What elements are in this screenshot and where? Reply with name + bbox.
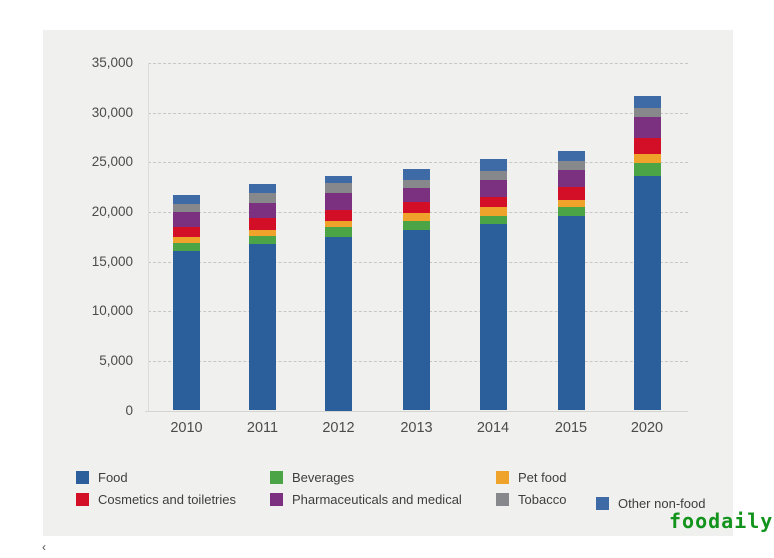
bar-segment-food [479,224,507,411]
bar-segment-food [403,230,430,411]
bar-segment-pet-food [249,229,276,236]
bar-segment-cosmetics-and-toiletries [557,187,585,200]
gridline [148,112,688,114]
y-axis-tick-label: 10,000 [91,303,133,319]
y-axis-tick-label: 15,000 [91,253,133,269]
gridline [148,162,688,164]
legend-swatch-food [76,471,89,484]
y-axis-tick-label: 25,000 [91,154,133,170]
bar-segment-pet-food [173,237,200,243]
legend-label-food: Food [98,470,128,485]
y-axis-tick-label: 30,000 [91,104,133,120]
corner-chevron-glyph: ‹ [42,540,46,554]
bar-segment-cosmetics-and-toiletries [479,197,507,208]
bar-segment-food [633,176,661,411]
legend-label-pharmaceuticals-and-medical: Pharmaceuticals and medical [292,492,462,507]
bar-segment-beverages [173,242,200,251]
bar-segment-beverages [633,163,661,177]
bar-segment-pharmaceuticals-and-medical [249,202,276,218]
y-axis-tick-label: 0 [125,402,133,418]
legend-label-cosmetics-and-toiletries: Cosmetics and toiletries [98,492,236,507]
bar-segment-pharmaceuticals-and-medical [325,193,352,210]
bar-segment-beverages [325,227,352,237]
x-axis-line [145,410,688,412]
bar-segment-food [325,236,352,411]
bar-segment-other-non-food [173,195,200,204]
x-axis-label-2011: 2011 [246,420,279,436]
bar-segment-pharmaceuticals-and-medical [479,180,507,198]
legend-label-pet-food: Pet food [518,470,567,485]
bar-segment-other-non-food [249,184,276,194]
legend-label-other-non-food: Other non-food [618,496,706,511]
bar-segment-beverages [479,215,507,225]
bar-segment-cosmetics-and-toiletries [403,202,430,214]
legend-swatch-beverages [270,471,283,484]
gridline [148,63,688,64]
x-axis-label-2013: 2013 [400,420,433,436]
y-axis-tick-label: 35,000 [91,55,133,70]
bar-segment-pet-food [403,213,430,222]
legend-swatch-other-non-food [596,497,609,510]
bar-segment-food [173,250,200,411]
legend-label-beverages: Beverages [292,470,355,485]
bar-segment-pet-food [479,207,507,216]
bar-segment-beverages [249,235,276,245]
bar-segment-other-non-food [479,159,507,171]
bar-segment-tobacco [173,203,200,213]
bar-segment-pharmaceuticals-and-medical [633,116,661,139]
bar-segment-tobacco [633,107,661,117]
y-axis-tick-label: 5,000 [99,352,133,368]
y-axis-tick-label: 20,000 [91,203,133,219]
bar-segment-tobacco [249,193,276,203]
legend-label-tobacco: Tobacco [518,492,567,507]
bar-segment-other-non-food [557,150,585,161]
watermark-foodaily: foodaily [669,509,774,533]
bar-segment-food [249,244,276,411]
bar-segment-pet-food [557,199,585,207]
bar-segment-beverages [557,206,585,217]
bar-segment-other-non-food [633,95,661,108]
bar-segment-tobacco [479,170,507,181]
bar-segment-tobacco [557,160,585,171]
legend-swatch-tobacco [496,493,509,506]
bar-segment-tobacco [403,179,430,189]
y-axis-line [148,63,149,411]
bar-segment-pet-food [633,153,661,164]
bar-segment-pharmaceuticals-and-medical [173,212,200,228]
x-axis-label-2010: 2010 [170,420,203,436]
bar-segment-cosmetics-and-toiletries [249,217,276,230]
bar-segment-beverages [403,221,430,231]
bar-segment-pet-food [325,220,352,228]
bar-segment-food [557,216,585,411]
x-axis-label-2012: 2012 [322,420,355,436]
bar-segment-cosmetics-and-toiletries [325,209,352,221]
bar-segment-other-non-food [403,169,430,180]
bar-segment-pharmaceuticals-and-medical [557,170,585,188]
x-axis-label-2020: 2020 [630,420,664,436]
bar-segment-tobacco [325,183,352,194]
legend-swatch-pharmaceuticals-and-medical [270,493,283,506]
legend-swatch-cosmetics-and-toiletries [76,493,89,506]
bar-segment-pharmaceuticals-and-medical [403,188,430,202]
x-axis-label-2015: 2015 [554,420,588,436]
legend-swatch-pet-food [496,471,509,484]
bar-segment-other-non-food [325,175,352,184]
bar-segment-cosmetics-and-toiletries [173,227,200,238]
bar-segment-cosmetics-and-toiletries [633,138,661,154]
x-axis-label-2014: 2014 [476,420,510,436]
chart-panel [43,30,733,536]
